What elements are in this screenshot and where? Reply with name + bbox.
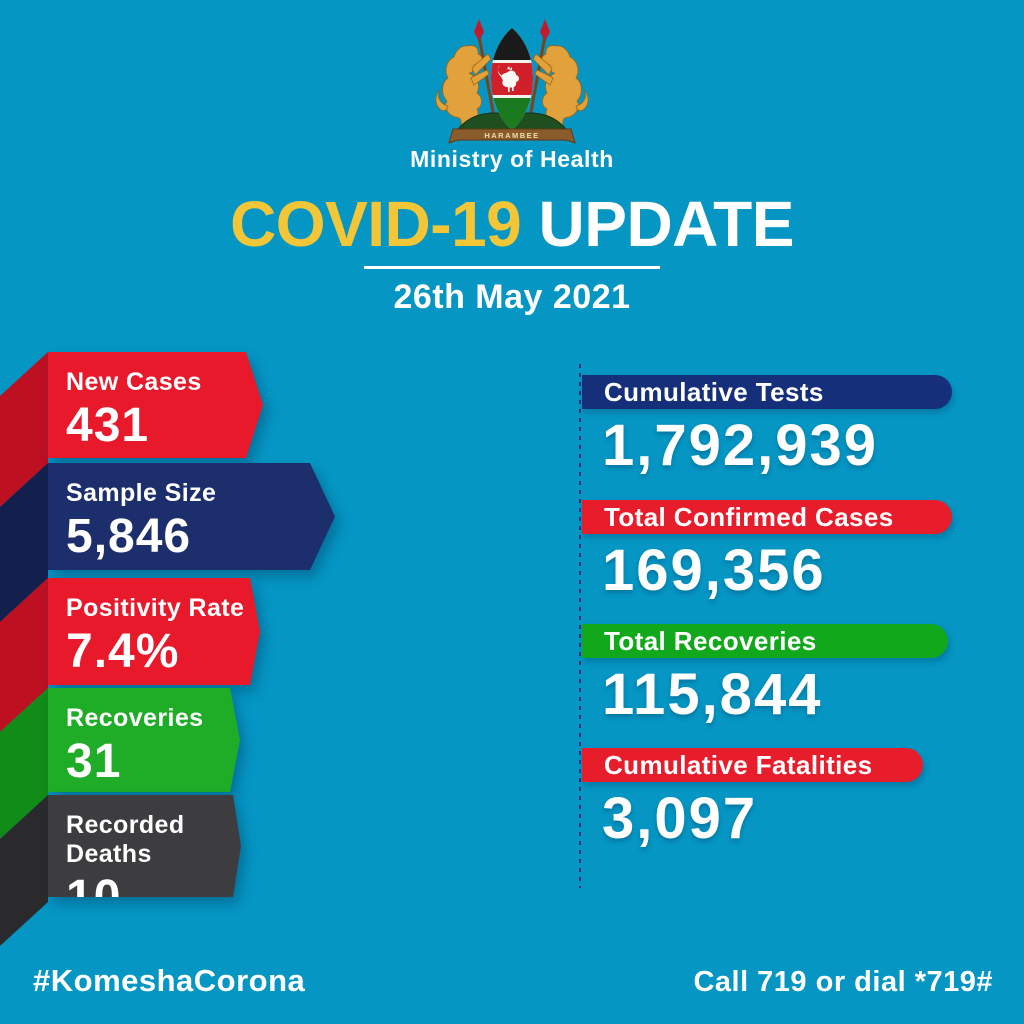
spears-icon (474, 19, 550, 129)
page-title: COVID-19 UPDATE (0, 192, 1024, 256)
title-update: UPDATE (538, 188, 795, 260)
stat-value: 1,792,939 (602, 413, 879, 478)
dotted-divider (579, 364, 581, 888)
stat-label: Cumulative Fatalities (604, 749, 873, 780)
motto-text: HARAMBEE (484, 131, 539, 140)
stat-value: 10 (66, 870, 122, 924)
stat-label: Total Confirmed Cases (604, 501, 894, 532)
stat-value: 115,844 (602, 662, 823, 727)
stat-label: Recoveries (66, 704, 204, 732)
stat-label: Total Recoveries (604, 625, 817, 656)
ministry-name: Ministry of Health (410, 146, 614, 172)
hotline-info: Call 719 or dial *719# (693, 966, 993, 998)
stat-pill: Total Confirmed Cases (582, 500, 952, 534)
stat-pill: Cumulative Tests (582, 375, 952, 409)
stat-label: Sample Size (66, 479, 217, 507)
stat-pill: Total Recoveries (582, 624, 948, 658)
motto-scroll: HARAMBEE (448, 128, 576, 144)
stat-label: Cumulative Tests (604, 376, 824, 407)
stat-value: 5,846 (66, 509, 192, 563)
report-date: 26th May 2021 (393, 278, 631, 316)
stat-value: 431 (66, 398, 150, 452)
kenya-coat-of-arms: HARAMBEE (435, 19, 589, 144)
stat-label: Recorded Deaths (66, 811, 185, 868)
stat-total-confirmed-cases: Total Confirmed Cases 169,356 (582, 500, 952, 600)
stat-value: 3,097 (602, 786, 758, 851)
title-underline (364, 266, 660, 269)
rooster-icon (497, 65, 519, 92)
stat-value: 169,356 (602, 538, 826, 603)
stat-cumulative-fatalities: Cumulative Fatalities 3,097 (582, 748, 923, 848)
stat-total-recoveries: Total Recoveries 115,844 (582, 624, 948, 724)
stat-value: 7.4% (66, 624, 180, 678)
title-covid19: COVID-19 (230, 188, 522, 260)
stat-label: New Cases (66, 368, 202, 396)
stat-pill: Cumulative Fatalities (582, 748, 923, 782)
stat-value: 31 (66, 734, 122, 788)
stat-label: Positivity Rate (66, 594, 245, 622)
stat-cumulative-tests: Cumulative Tests 1,792,939 (582, 375, 952, 475)
campaign-hashtag: #KomeshaCorona (33, 963, 306, 998)
